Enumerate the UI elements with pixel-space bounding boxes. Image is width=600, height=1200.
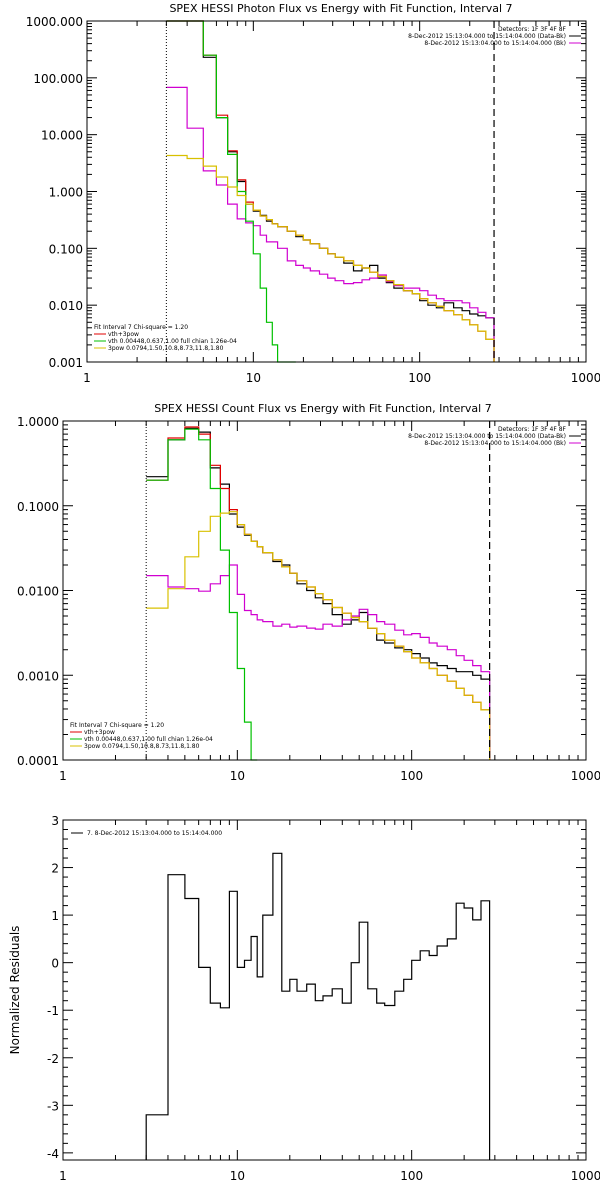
y-tick-label: 0.001 (49, 356, 83, 370)
legend-entry: 7. 8-Dec-2012 15:13:04.000 to 15:14:04.0… (87, 830, 222, 837)
series-bk (146, 564, 491, 760)
reference-lines (145, 421, 491, 760)
x-tick-label: 100 (400, 1169, 423, 1183)
y-tick-label: -2 (47, 1052, 59, 1066)
legend-fit-interval: Fit Interval 7 Chi-square = 1.20 (70, 722, 164, 729)
y-tick-label: 1.0000 (17, 415, 59, 429)
legend-top: Detectors: 1F 3F 4F 8F 8-Dec-2012 15:13:… (408, 426, 581, 447)
x-tick-label: 1000 (571, 769, 600, 783)
y-tick-label: -1 (47, 1004, 59, 1018)
legend-bottom: Fit Interval 7 Chi-square = 1.20 vth+3po… (94, 324, 237, 352)
y-tick-label: -4 (47, 1147, 59, 1161)
y-tick-label: 1.000 (49, 186, 83, 200)
chart-title: SPEX HESSI Count Flux vs Energy with Fit… (154, 402, 491, 415)
y-tick-label: 10.000 (41, 129, 83, 143)
x-tick-label: 1 (83, 371, 91, 385)
y-tick-label: 0 (51, 957, 59, 971)
legend-entry-data-bk: 8-Dec-2012 15:13:04.000 to 15:14:04.000 … (408, 33, 566, 40)
legend-entry-vth-3pow: vth+3pow (84, 729, 115, 736)
legend-detectors: Detectors: 1F 3F 4F 8F (498, 26, 567, 33)
plot-frame (62, 819, 587, 1161)
plot-frame (86, 20, 587, 363)
x-tick-label: 10 (230, 769, 245, 783)
y-tick-label: 0.0010 (17, 669, 59, 683)
series-3pow (146, 511, 491, 760)
residuals-panel: Normalized Residuals 1 10 100 10003210-1-2-… (8, 814, 600, 1183)
legend-entry-data-bk: 8-Dec-2012 15:13:04.000 to 15:14:04.000 … (408, 433, 566, 440)
axes-ticks: 1 10 100 1000 1000.000 100.000 10.000 1.000 0.10… (26, 15, 600, 385)
y-tick-label: 0.0100 (17, 585, 59, 599)
series-data-bk (146, 427, 491, 760)
legend-entry-vth: vth 0.00448,0.637,1.00 full chian 1.26e-… (108, 338, 237, 345)
series-vth (146, 428, 258, 761)
legend-entry-vth: vth 0.00448,0.637,1.00 full chian 1.26e-… (84, 736, 213, 743)
count-flux-panel: SPEX HESSI Count Flux vs Energy with Fit… (17, 402, 600, 783)
y-tick-label: -3 (47, 1099, 59, 1113)
legend-top: Detectors: 1F 3F 4F 8F 8-Dec-2012 15:13:… (408, 26, 581, 47)
x-tick-label: 10 (246, 371, 261, 385)
y-tick-label: 0.1000 (17, 500, 59, 514)
series-vth (166, 20, 296, 363)
series-group (166, 20, 495, 363)
y-tick-label: 1 (51, 909, 59, 923)
y-tick-label: 0.010 (49, 299, 83, 313)
x-tick-label: 100 (400, 769, 423, 783)
series-bk (166, 86, 495, 362)
legend-bottom: Fit Interval 7 Chi-square = 1.20 vth+3po… (70, 722, 213, 750)
x-tick-label: 1000 (571, 371, 600, 385)
y-tick-label: 1000.000 (26, 15, 83, 29)
reference-lines (165, 21, 495, 362)
y-tick-label: 100.000 (33, 72, 83, 86)
series-7-8-dec-2012-15-13-04-000-to-15-14-04-000 (145, 852, 491, 1160)
legend-detectors: Detectors: 1F 3F 4F 8F (498, 426, 567, 433)
y-tick-label: 3 (51, 814, 59, 828)
series-group (146, 426, 491, 761)
legend-entry-vth-3pow: vth+3pow (108, 331, 139, 338)
series-3pow (166, 154, 495, 362)
legend-fit-interval: Fit Interval 7 Chi-square = 1.20 (94, 324, 188, 331)
x-tick-label: 100 (408, 371, 431, 385)
x-tick-label: 1 (59, 769, 67, 783)
y-axis-label: Normalized Residuals (8, 926, 22, 1055)
legend-entry-3pow: 3pow 0.0794,1.50,10.8,8.73,11.8,1.80 (84, 743, 200, 750)
x-tick-label: 1000 (571, 1169, 600, 1183)
photon-flux-panel: SPEX HESSI Photon Flux vs Energy with Fi… (26, 2, 600, 385)
series-group (145, 852, 491, 1160)
legend: 7. 8-Dec-2012 15:13:04.000 to 15:14:04.0… (71, 830, 222, 837)
legend-entry-bk: 8-Dec-2012 15:13:04.000 to 15:14:04.000 … (424, 440, 566, 447)
chart-title: SPEX HESSI Photon Flux vs Energy with Fi… (169, 2, 512, 15)
legend-entry-3pow: 3pow 0.0794,1.50,10.8,8.73,11.8,1.80 (108, 345, 224, 352)
legend-entry-bk: 8-Dec-2012 15:13:04.000 to 15:14:04.000 … (424, 40, 566, 47)
y-tick-label: 0.100 (49, 242, 83, 256)
x-tick-label: 1 (59, 1169, 67, 1183)
y-tick-label: 2 (51, 862, 59, 876)
x-tick-label: 10 (230, 1169, 245, 1183)
y-tick-label: 0.0001 (17, 754, 59, 768)
plot-frame (62, 420, 587, 761)
